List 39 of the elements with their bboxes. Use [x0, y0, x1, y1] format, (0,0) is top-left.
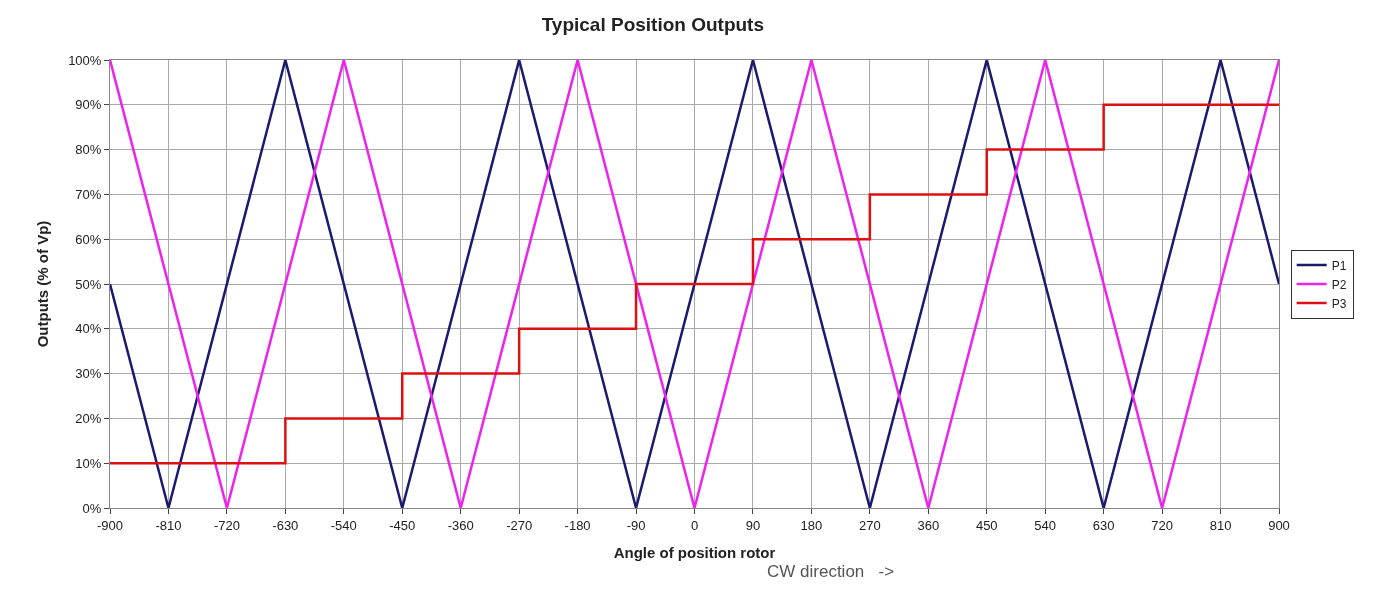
- legend-label: P2: [1331, 277, 1347, 292]
- y-axis-title: Outputs (% of Vp): [34, 220, 52, 348]
- y-tick-label: 0%: [82, 500, 102, 516]
- x-tick-label: -450: [389, 517, 416, 533]
- y-tick-label: 60%: [75, 231, 102, 247]
- text: CW direction ->: [767, 562, 895, 581]
- x-axis-title: Angle of position rotor: [613, 543, 776, 561]
- x-tick-label: -540: [330, 517, 357, 533]
- x-tick-label: 270: [859, 517, 881, 533]
- y-tick-label: 50%: [75, 276, 102, 292]
- y-tick-label: 90%: [75, 97, 102, 113]
- x-tick-label: 360: [917, 517, 940, 533]
- y-tick-label: 80%: [75, 142, 102, 158]
- x-tick-label: 180: [800, 517, 823, 533]
- x-tick-label: -360: [447, 517, 474, 533]
- y-tick-label: 70%: [75, 186, 102, 202]
- y-tick-label: 40%: [75, 321, 102, 337]
- x-tick-label: 540: [1034, 517, 1057, 533]
- x-tick-label: 90: [745, 517, 761, 533]
- y-tick-label: 30%: [75, 366, 102, 382]
- x-tick-label: -180: [564, 517, 591, 533]
- x-tick-label: 900: [1268, 517, 1290, 533]
- y-tick-label: 100%: [68, 52, 102, 68]
- y-tick-label: 20%: [75, 410, 102, 426]
- x-tick-label: 0: [690, 517, 699, 533]
- x-tick-label: -810: [155, 517, 182, 533]
- legend-label: P3: [1331, 296, 1347, 311]
- x-tick-label: -630: [272, 517, 299, 533]
- x-tick-label: 810: [1209, 517, 1232, 533]
- x-tick-label: -90: [626, 517, 646, 533]
- x-tick-label: 450: [975, 517, 998, 533]
- x-tick-label: 720: [1151, 517, 1173, 533]
- chart-title: Typical Position Outputs: [541, 14, 765, 36]
- x-tick-label: -270: [506, 517, 533, 533]
- x-tick-label: -900: [96, 517, 124, 533]
- x-tick-label: -720: [213, 517, 240, 533]
- x-tick-label: 630: [1092, 517, 1115, 533]
- legend-label: P1: [1331, 258, 1347, 273]
- y-tick-label: 10%: [75, 455, 102, 471]
